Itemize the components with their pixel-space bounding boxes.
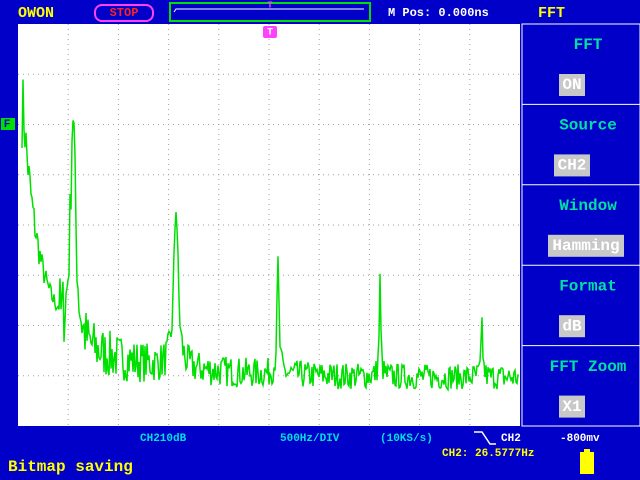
- menu-label[interactable]: Format: [559, 277, 617, 295]
- level-marker-box: [1, 118, 15, 130]
- sample-rate: (10KS/s): [380, 433, 433, 445]
- level-marker: F: [4, 119, 11, 131]
- m-pos: M Pos: 0.000ns: [388, 6, 489, 20]
- menu-value[interactable]: X1: [562, 398, 581, 416]
- frequency-readout: CH2: 26.5777Hz: [442, 448, 534, 460]
- mode: FFT: [538, 5, 565, 22]
- menu-label[interactable]: Source: [559, 117, 617, 135]
- menu-label[interactable]: FFT: [574, 36, 603, 54]
- grid: [18, 24, 520, 426]
- menu-label[interactable]: FFT Zoom: [550, 358, 627, 376]
- battery-icon: [580, 452, 594, 474]
- trigger-level: -800mv: [560, 433, 600, 445]
- trigger-marker: T: [267, 28, 273, 39]
- run-status[interactable]: STOP: [110, 6, 139, 20]
- menu-value[interactable]: ON: [562, 76, 581, 94]
- status-message: Bitmap saving: [8, 458, 133, 476]
- menu-value-box[interactable]: [559, 315, 585, 338]
- menu-value-box[interactable]: [554, 154, 590, 177]
- trigger-marker-box: [263, 26, 277, 38]
- channel-scale: CH210dB: [140, 433, 187, 445]
- frequency-division: 500Hz/DIV: [280, 433, 340, 445]
- brand: OWON: [18, 5, 54, 22]
- falling-edge-icon: [474, 431, 496, 445]
- memory-bar: [169, 2, 371, 22]
- menu-value[interactable]: Hamming: [552, 237, 619, 255]
- memory-trigger-marker: T: [267, 0, 273, 10]
- battery-tip: [584, 449, 590, 452]
- menu-value-box[interactable]: [559, 74, 585, 96]
- menu-value[interactable]: dB: [562, 317, 582, 335]
- menu-value-box[interactable]: [559, 395, 585, 418]
- menu-label[interactable]: Window: [559, 197, 617, 215]
- status-box: [94, 4, 154, 22]
- trigger-channel: CH2: [501, 433, 521, 445]
- menu: FFT ON Source CH2 Window Hamming Format dB FFT Z…: [521, 23, 640, 427]
- menu-value[interactable]: CH2: [558, 157, 587, 175]
- fft-trace: [21, 79, 519, 392]
- memory-waveform: [173, 8, 364, 13]
- menu-value-box[interactable]: [548, 234, 624, 257]
